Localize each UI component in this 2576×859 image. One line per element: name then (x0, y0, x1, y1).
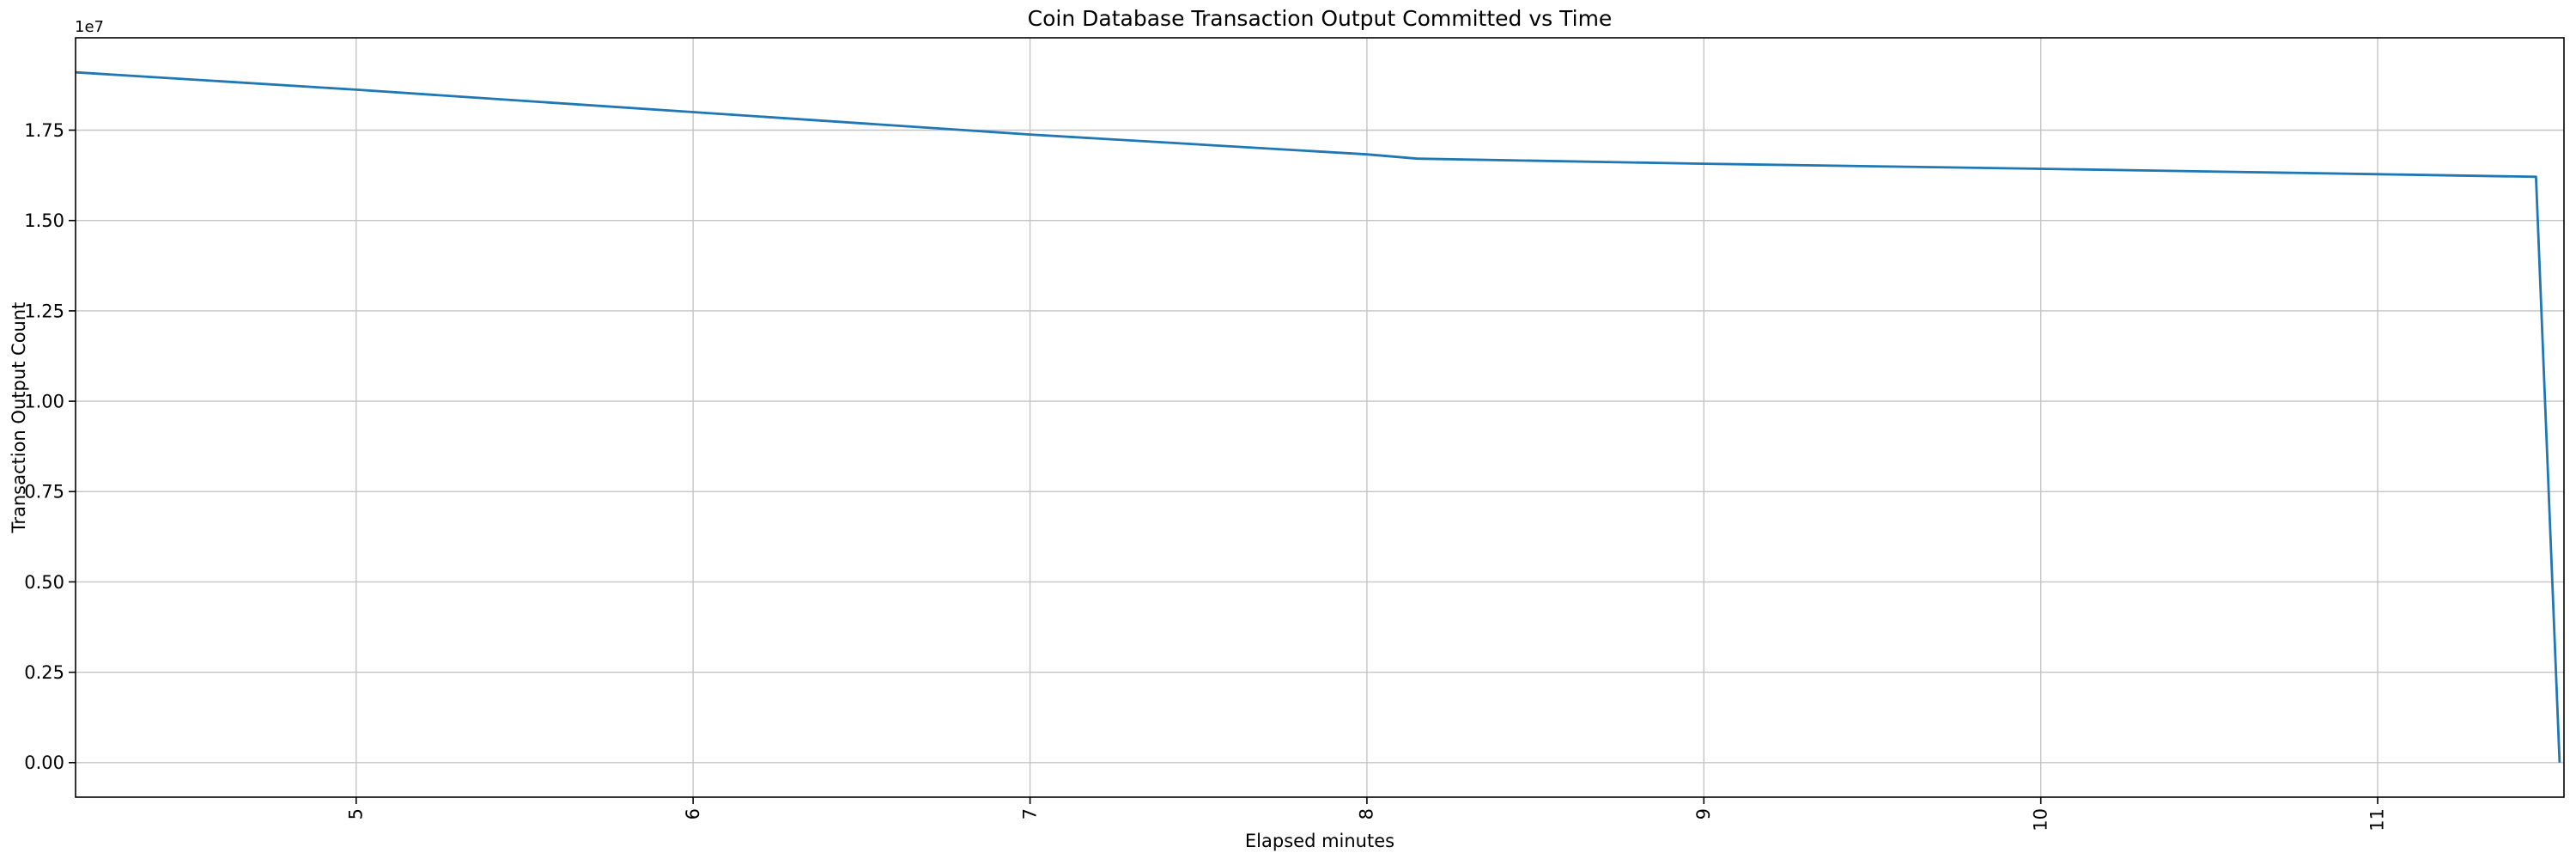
y-tick-label: 1.50 (24, 210, 64, 231)
y-tick-label: 1.75 (24, 120, 64, 141)
y-tick-label: 0.75 (24, 482, 64, 503)
axes-spines (75, 37, 2565, 798)
x-axis-ticks: 5 6 7 8 9 10 11 (346, 797, 2388, 832)
y-axis-ticks: 0.00 0.25 0.50 0.75 1.00 1.25 1.50 1.75 (24, 120, 76, 773)
x-tick-label: 5 (346, 808, 367, 819)
y-tick-label: 0.50 (24, 572, 64, 593)
gridlines (76, 38, 2564, 797)
x-tick-label: 10 (2030, 808, 2050, 832)
x-tick-label: 7 (1019, 808, 1040, 819)
x-tick-label: 8 (1357, 808, 1377, 819)
chart-title: Coin Database Transaction Output Committ… (1027, 6, 1613, 31)
x-tick-label: 6 (683, 808, 703, 819)
y-tick-label: 1.00 (24, 391, 64, 411)
y-tick-label: 0.25 (24, 662, 64, 683)
x-tick-label: 9 (1693, 808, 1714, 819)
y-axis-offset-text: 1e7 (75, 18, 104, 36)
series-line-transaction-output-count (75, 70, 2561, 763)
y-axis-label: Transaction Output Count (9, 302, 29, 533)
x-tick-label: 11 (2367, 808, 2388, 832)
y-tick-label: 1.25 (24, 301, 64, 321)
x-axis-label: Elapsed minutes (1244, 831, 1395, 851)
y-tick-label: 0.00 (24, 752, 64, 773)
